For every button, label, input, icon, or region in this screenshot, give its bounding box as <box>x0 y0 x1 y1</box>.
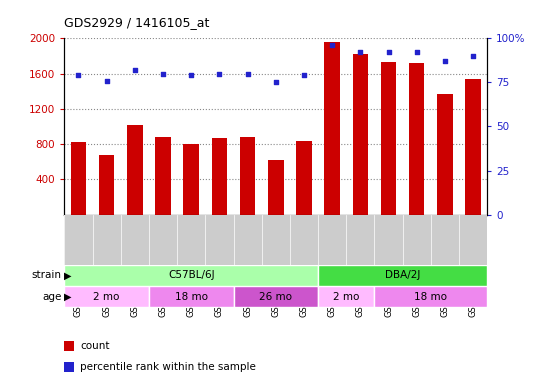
Text: DBA/2J: DBA/2J <box>385 270 421 280</box>
Bar <box>64 286 149 307</box>
Text: ▶: ▶ <box>64 291 71 301</box>
Text: 2 mo: 2 mo <box>94 291 120 301</box>
Point <box>187 72 196 78</box>
Point <box>271 79 280 86</box>
Point <box>215 71 224 77</box>
Point <box>300 72 309 78</box>
Bar <box>268 160 283 215</box>
Point <box>469 53 478 59</box>
Bar <box>409 63 424 215</box>
Bar <box>318 265 487 286</box>
Text: C57BL/6J: C57BL/6J <box>168 270 214 280</box>
Text: 18 mo: 18 mo <box>175 291 208 301</box>
Bar <box>375 286 487 307</box>
Text: GDS2929 / 1416105_at: GDS2929 / 1416105_at <box>64 16 210 29</box>
Point <box>158 71 167 77</box>
Text: 26 mo: 26 mo <box>259 291 292 301</box>
Text: percentile rank within the sample: percentile rank within the sample <box>80 362 256 372</box>
Bar <box>465 79 481 215</box>
Bar <box>234 286 318 307</box>
Bar <box>381 62 396 215</box>
Bar <box>212 138 227 215</box>
Point <box>356 50 365 56</box>
Text: strain: strain <box>31 270 62 280</box>
Bar <box>155 137 171 215</box>
Text: age: age <box>42 291 62 301</box>
Bar <box>353 54 368 215</box>
Bar <box>64 265 318 286</box>
Point <box>243 71 252 77</box>
Bar <box>99 155 114 215</box>
Point <box>412 50 421 56</box>
Bar <box>318 286 375 307</box>
Bar <box>296 141 312 215</box>
Text: count: count <box>80 341 110 351</box>
Bar <box>127 125 143 215</box>
Point <box>130 67 139 73</box>
Bar <box>71 142 86 215</box>
Point <box>384 50 393 56</box>
Bar <box>184 144 199 215</box>
Text: 18 mo: 18 mo <box>414 291 447 301</box>
Bar <box>149 286 234 307</box>
Bar <box>437 94 452 215</box>
Point <box>328 42 337 48</box>
Point <box>102 78 111 84</box>
Text: ▶: ▶ <box>64 270 71 280</box>
Bar <box>240 137 255 215</box>
Point <box>440 58 449 65</box>
Bar <box>324 42 340 215</box>
Point <box>74 72 83 78</box>
Text: 2 mo: 2 mo <box>333 291 360 301</box>
